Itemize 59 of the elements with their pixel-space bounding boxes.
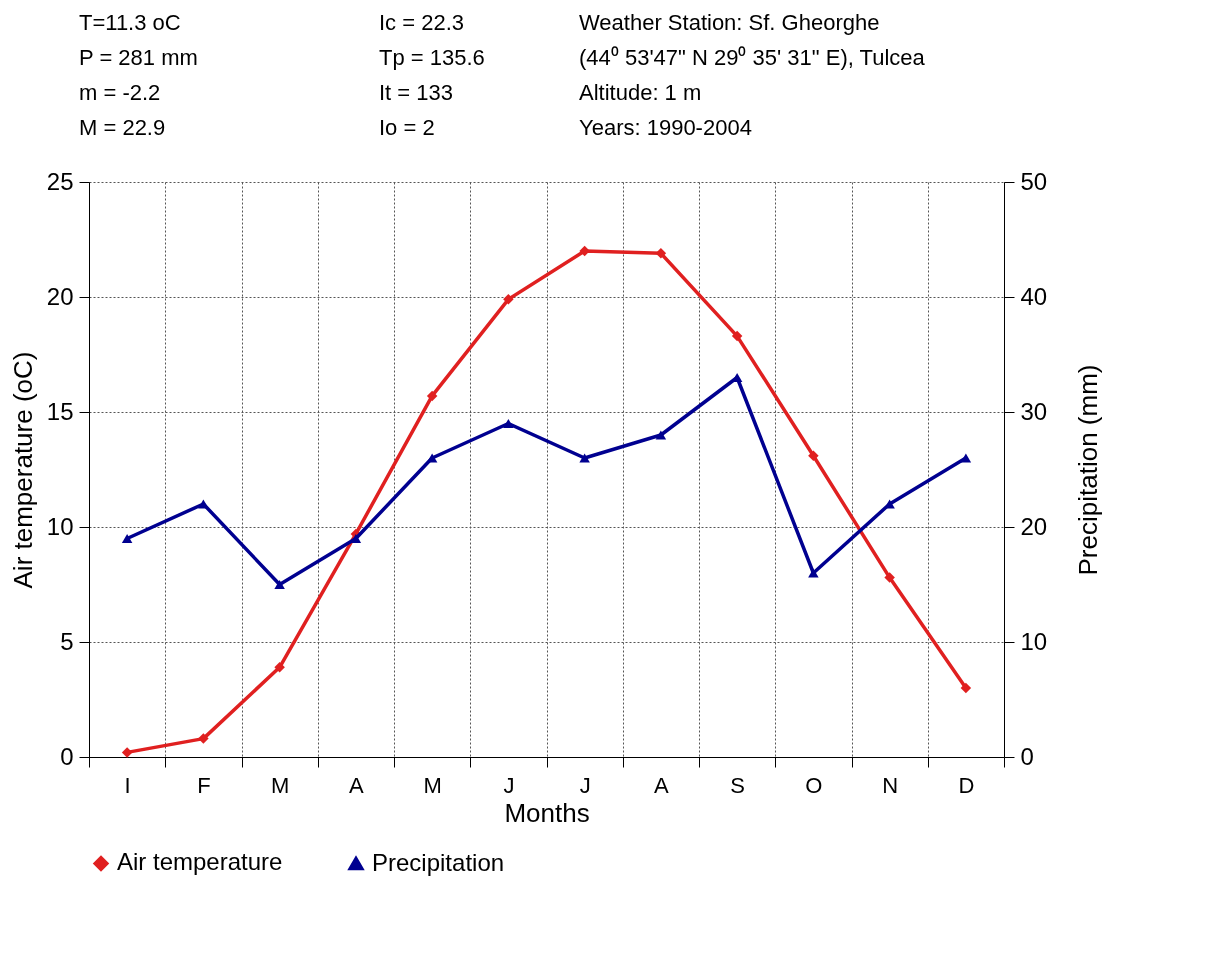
- point: [808, 568, 819, 578]
- x-tick-label: S: [730, 772, 745, 798]
- point: [426, 390, 438, 402]
- point: [655, 248, 667, 259]
- y-axis-title: Air temperature (oC): [7, 351, 38, 589]
- y2-tick-label: 20: [1020, 512, 1048, 540]
- text: (44⁰ 53'47" N 29⁰ 35' 31" E), Tulcea: [579, 44, 926, 70]
- point: [960, 453, 972, 463]
- point: [579, 245, 590, 257]
- x-axis-title: Months: [504, 797, 590, 828]
- point: [121, 747, 133, 758]
- point: [808, 450, 819, 461]
- x-tick-label: I: [124, 772, 131, 798]
- point: [960, 682, 972, 694]
- point: [121, 533, 133, 544]
- x-tick-label: M: [423, 772, 442, 798]
- y-tick-label: 5: [60, 627, 74, 655]
- point: [503, 294, 514, 305]
- x-tick-label: D: [958, 772, 975, 798]
- y-tick-label: 10: [46, 512, 74, 540]
- y2-tick-label: 10: [1020, 627, 1048, 655]
- y-tick-label: 20: [46, 282, 74, 310]
- x-tick-label: F: [197, 772, 211, 798]
- x-tick-label: J: [503, 772, 515, 798]
- x-tick-label: A: [349, 772, 365, 798]
- y2-tick-label: 30: [1020, 397, 1048, 425]
- text: Ic = 22.3: [379, 9, 465, 35]
- point: [503, 418, 514, 429]
- x-tick-label: N: [882, 772, 899, 798]
- point: [884, 572, 895, 583]
- y-tick-label: 0: [60, 742, 74, 770]
- text: T=11.3 oC: [79, 9, 181, 35]
- x-tick-label: A: [654, 772, 670, 798]
- y-tick-label: 15: [46, 397, 74, 425]
- text: P = 281 mm: [79, 44, 198, 70]
- text: Years: 1990-2004: [579, 114, 752, 140]
- text: m = -2.2: [79, 79, 161, 105]
- point: [579, 453, 590, 463]
- y2-tick-label: 40: [1020, 282, 1048, 310]
- x-tick-label: M: [270, 772, 290, 798]
- point: [731, 330, 743, 342]
- y2-axis-title: Precipitation (mm): [1073, 364, 1104, 576]
- text: Altitude: 1 m: [579, 79, 702, 105]
- text: Weather Station: Sf. Gheorghe: [579, 9, 880, 35]
- text: M = 22.9: [79, 114, 166, 140]
- text: Tp = 135.6: [379, 44, 485, 70]
- legend-label: Precipitation: [372, 848, 505, 876]
- y2-tick-label: 50: [1020, 167, 1048, 195]
- legend-label: Air temperature: [117, 848, 283, 876]
- x-tick-label: O: [805, 772, 823, 798]
- point: [274, 579, 285, 590]
- point: [655, 430, 667, 440]
- y-tick-label: 25: [46, 167, 74, 195]
- x-tick-label: J: [579, 772, 591, 798]
- text: It = 133: [379, 79, 454, 105]
- point: [198, 733, 209, 744]
- y2-tick-label: 0: [1020, 742, 1034, 770]
- text: Io = 2: [379, 114, 435, 140]
- point: [274, 662, 285, 673]
